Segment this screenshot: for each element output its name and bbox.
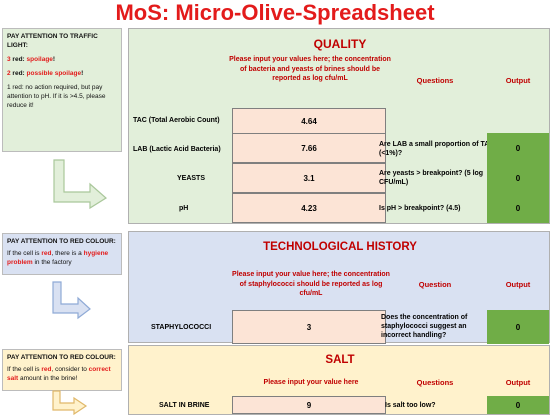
ph-label: pH [179, 204, 189, 212]
count-3: 3 [7, 56, 11, 63]
lab-input[interactable]: 7.66 [232, 133, 386, 163]
yeasts-output: 0 [487, 163, 549, 193]
salt-pre: If the cell is [7, 366, 42, 373]
ph-output: 0 [487, 193, 549, 223]
line1-end: ! [52, 56, 56, 63]
traffic-note-heading: PAY ATTENTION TO TRAFFIC LIGHT: [7, 33, 98, 49]
staphylococci-question: Does the concentration of staphylococci … [381, 313, 468, 339]
ph-input[interactable]: 4.23 [232, 193, 386, 223]
app-title: MoS: Micro-Olive-Spreadsheet [115, 0, 435, 25]
salt-post: amount in the brine! [18, 375, 78, 382]
lab-question: Are LAB a small proportion of TAC (<1%)? [379, 141, 495, 157]
yellow-arrow-icon [52, 390, 88, 415]
salt-note-text: If the cell is red, consider to correct … [7, 365, 117, 383]
salt-in-brine-label: SALT IN BRINE [159, 401, 210, 409]
hyg-red-word: red [41, 250, 52, 257]
quality-questions-header: Questions [416, 76, 454, 85]
yeasts-question: Are yeasts > breakpoint? (5 log CFU/mL) [379, 170, 484, 186]
salt-note: PAY ATTENTION TO RED COLOUR: If the cell… [2, 349, 122, 391]
salt-mid: , consider to [51, 366, 89, 373]
traffic-note-line-1red: 1 red: no action required, but pay atten… [7, 84, 106, 109]
tech-history-prompt: Please input your value here; the concen… [232, 271, 390, 297]
ph-question: Is pH > breakpoint? (4.5) [379, 204, 461, 212]
traffic-note-line-2red: 2 red: possible spoilage! [7, 69, 117, 78]
quality-heading: QUALITY [313, 37, 367, 51]
staphylococci-input[interactable]: 3 [232, 310, 386, 344]
traffic-note-line-3red: 3 red: spoilage! [7, 55, 117, 64]
tech-output-header: Output [505, 280, 531, 289]
correct-salt-flag: correct salt [7, 366, 111, 382]
lab-output: 0 [487, 133, 549, 163]
hygiene-note-heading: PAY ATTENTION TO RED COLOUR: [7, 238, 116, 245]
yeasts-input[interactable]: 3.1 [232, 163, 386, 193]
line1-text: red: [10, 56, 27, 63]
salt-question: Is salt too low? [385, 401, 436, 409]
salt-note-heading: PAY ATTENTION TO RED COLOUR: [7, 354, 116, 361]
staphylococci-label: STAPHYLOCOCCI [151, 323, 212, 331]
hygiene-flag: hygiene problem [7, 250, 109, 266]
salt-questions-header: Questions [416, 378, 454, 387]
spoilage-flag: spoilage [26, 56, 53, 63]
green-arrow-icon [53, 159, 108, 210]
hygiene-note: PAY ATTENTION TO RED COLOUR: If the cell… [2, 233, 122, 275]
tac-label: TAC (Total Aerobic Count) [133, 116, 220, 124]
salt-in-brine-input[interactable]: 9 [232, 396, 386, 414]
hyg-mid: , there is a [51, 250, 84, 257]
salt-section: SALT Please input your value here Questi… [128, 345, 550, 415]
salt-red-word: red [41, 366, 52, 373]
tech-question-header: Question [418, 280, 452, 289]
blue-arrow-icon [52, 281, 91, 320]
hygiene-note-text: If the cell is red, there is a hygiene p… [7, 249, 117, 267]
quality-prompt: Please input your values here; the conce… [229, 56, 391, 82]
quality-output-header: Output [505, 76, 531, 85]
yeasts-label: YEASTS [177, 174, 206, 182]
salt-output: 0 [487, 396, 549, 414]
salt-heading: SALT [325, 354, 355, 366]
count-2: 2 [7, 70, 11, 77]
traffic-light-note: PAY ATTENTION TO TRAFFIC LIGHT: 3 red: s… [2, 28, 122, 152]
staphylococci-output: 0 [487, 310, 549, 344]
hyg-pre: If the cell is [7, 250, 42, 257]
line2-end: ! [81, 70, 84, 77]
hyg-post: in the factory [32, 259, 72, 266]
possible-spoilage-flag: possible spoilage [26, 70, 82, 77]
salt-output-header: Output [505, 378, 531, 387]
salt-prompt: Please input your value here [263, 379, 359, 386]
line2-text: red: [10, 70, 27, 77]
quality-section: QUALITY Please input your values here; t… [128, 28, 550, 224]
tech-history-heading: TECHNOLOGICAL HISTORY [263, 241, 417, 253]
tac-input[interactable]: 4.64 [232, 108, 386, 134]
technological-history-section: TECHNOLOGICAL HISTORY Please input your … [128, 231, 550, 344]
lab-label: LAB (Lactic Acid Bacteria) [133, 145, 221, 153]
